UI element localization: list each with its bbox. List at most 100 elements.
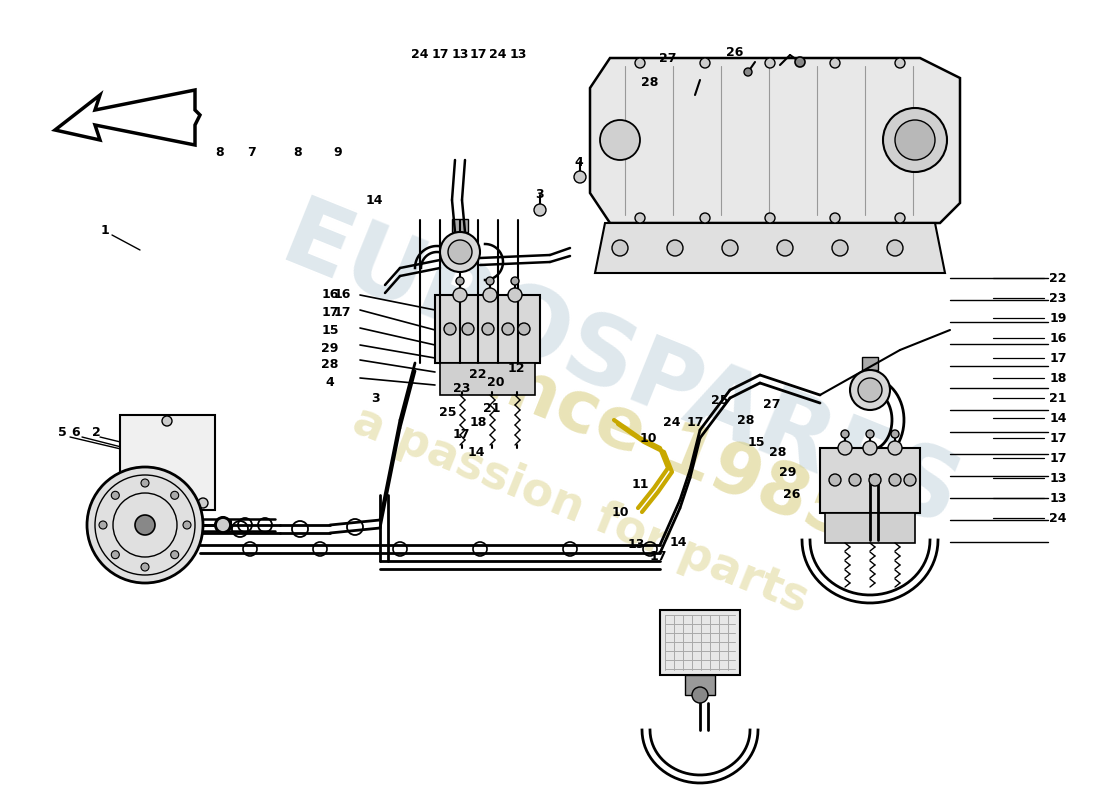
Text: 18: 18	[1049, 371, 1067, 385]
Circle shape	[502, 323, 514, 335]
Circle shape	[635, 58, 645, 68]
Circle shape	[830, 213, 840, 223]
Circle shape	[214, 517, 231, 533]
Circle shape	[904, 474, 916, 486]
Bar	[440, 363, 535, 395]
Text: 14: 14	[365, 194, 383, 206]
Circle shape	[692, 687, 708, 703]
Text: 17: 17	[686, 415, 704, 429]
Circle shape	[764, 58, 776, 68]
Circle shape	[667, 240, 683, 256]
Text: 17: 17	[1049, 431, 1067, 445]
Text: 23: 23	[1049, 291, 1067, 305]
Circle shape	[849, 474, 861, 486]
Circle shape	[512, 277, 519, 285]
Circle shape	[440, 232, 480, 272]
Text: 3: 3	[371, 391, 380, 405]
Text: 17: 17	[333, 306, 351, 319]
Circle shape	[858, 378, 882, 402]
Text: 19: 19	[1049, 311, 1067, 325]
Bar	[434, 295, 540, 363]
Bar	[660, 610, 740, 675]
Circle shape	[830, 58, 840, 68]
Circle shape	[887, 240, 903, 256]
Text: 28: 28	[641, 75, 659, 89]
Polygon shape	[120, 415, 214, 510]
Text: 4: 4	[326, 377, 334, 390]
Text: 6: 6	[72, 426, 80, 438]
Text: 24: 24	[411, 49, 429, 62]
Circle shape	[744, 68, 752, 76]
Text: 26: 26	[726, 46, 744, 58]
Circle shape	[895, 58, 905, 68]
Circle shape	[888, 441, 902, 455]
Circle shape	[838, 441, 853, 455]
Circle shape	[508, 288, 522, 302]
Circle shape	[869, 474, 881, 486]
Text: 17: 17	[1049, 351, 1067, 365]
Circle shape	[864, 441, 877, 455]
Circle shape	[842, 430, 849, 438]
Circle shape	[635, 213, 645, 223]
Text: 17: 17	[431, 49, 449, 62]
Text: 17: 17	[452, 429, 470, 442]
Text: 28: 28	[737, 414, 755, 426]
Text: 1: 1	[100, 223, 109, 237]
Text: 15: 15	[747, 435, 764, 449]
Text: 23: 23	[453, 382, 471, 394]
Circle shape	[722, 240, 738, 256]
Text: 2: 2	[91, 426, 100, 438]
Circle shape	[534, 204, 546, 216]
Polygon shape	[595, 223, 945, 273]
Circle shape	[444, 323, 456, 335]
Circle shape	[832, 240, 848, 256]
Circle shape	[883, 108, 947, 172]
Text: 25: 25	[712, 394, 728, 406]
Bar	[452, 219, 468, 232]
Text: 13: 13	[1049, 471, 1067, 485]
Text: 10: 10	[612, 506, 629, 518]
Text: 17: 17	[321, 306, 339, 318]
Text: 13: 13	[451, 49, 469, 62]
Bar	[862, 357, 878, 370]
Circle shape	[795, 57, 805, 67]
Circle shape	[456, 277, 464, 285]
Bar	[685, 675, 715, 695]
Text: 27: 27	[763, 398, 781, 410]
Text: 13: 13	[1049, 491, 1067, 505]
Text: 22: 22	[470, 369, 486, 382]
Text: 11: 11	[631, 478, 649, 491]
Polygon shape	[55, 90, 200, 145]
Circle shape	[866, 430, 874, 438]
Circle shape	[141, 563, 149, 571]
Circle shape	[829, 474, 842, 486]
Text: 14: 14	[669, 535, 686, 549]
Text: 24: 24	[663, 415, 681, 429]
Text: 9: 9	[333, 146, 342, 158]
Text: 5: 5	[57, 426, 66, 438]
Text: 28: 28	[769, 446, 786, 458]
Circle shape	[700, 213, 710, 223]
Circle shape	[448, 240, 472, 264]
Text: 8: 8	[294, 146, 302, 158]
Circle shape	[850, 370, 890, 410]
Bar	[172, 427, 210, 499]
Text: 22: 22	[1049, 271, 1067, 285]
Text: 21: 21	[483, 402, 500, 414]
Circle shape	[889, 474, 901, 486]
Text: 13: 13	[627, 538, 645, 551]
Text: 21: 21	[1049, 391, 1067, 405]
Text: 3: 3	[536, 189, 544, 202]
Circle shape	[462, 323, 474, 335]
Circle shape	[162, 416, 172, 426]
Circle shape	[764, 213, 776, 223]
Text: EUROSPARES: EUROSPARES	[268, 192, 972, 548]
Text: 24: 24	[490, 49, 507, 62]
Circle shape	[126, 498, 138, 508]
Text: 17: 17	[649, 550, 667, 562]
Text: a passion for parts: a passion for parts	[345, 398, 814, 622]
Circle shape	[111, 491, 119, 499]
Text: 10: 10	[639, 431, 657, 445]
Circle shape	[895, 213, 905, 223]
Circle shape	[111, 550, 119, 558]
